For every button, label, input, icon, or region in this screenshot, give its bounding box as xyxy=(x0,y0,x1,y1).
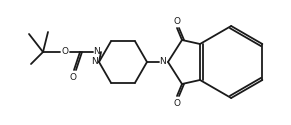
Text: O: O xyxy=(173,16,180,26)
Text: O: O xyxy=(173,98,180,108)
Text: O: O xyxy=(70,74,77,82)
Text: N: N xyxy=(94,48,100,56)
Text: N: N xyxy=(160,58,166,66)
Text: O: O xyxy=(61,48,68,56)
Text: N: N xyxy=(91,58,97,66)
